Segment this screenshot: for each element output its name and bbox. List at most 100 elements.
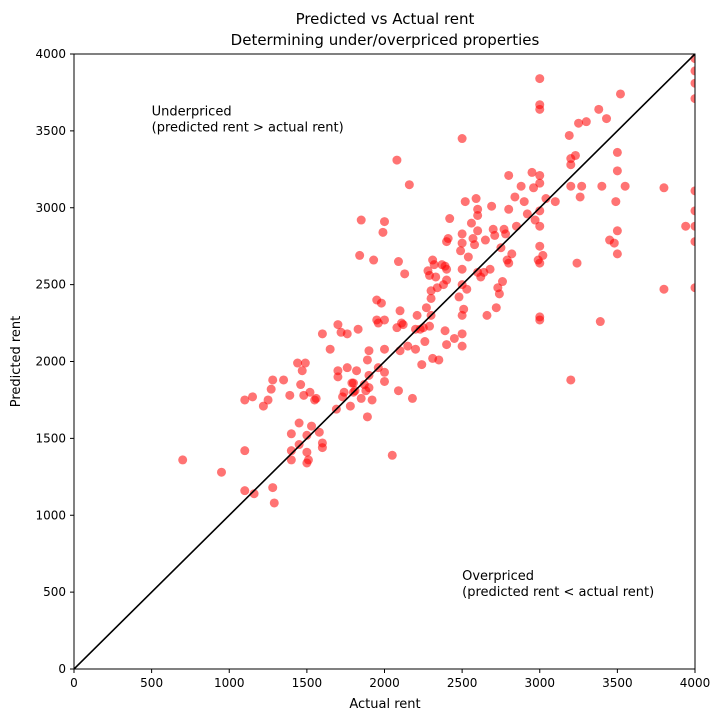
data-point [527, 167, 537, 177]
data-point [482, 310, 492, 320]
data-point [404, 180, 414, 190]
data-point [564, 130, 574, 140]
data-point [612, 249, 622, 259]
data-point [314, 427, 324, 437]
data-point [449, 333, 459, 343]
data-point [466, 218, 476, 228]
data-point [178, 455, 188, 465]
data-point [285, 390, 295, 400]
data-point [572, 258, 582, 268]
x-tick-label: 1500 [292, 676, 323, 690]
data-point [307, 421, 317, 431]
data-point [376, 298, 386, 308]
data-point [407, 393, 417, 403]
data-point [296, 380, 306, 390]
data-point [457, 329, 467, 339]
data-point [380, 367, 389, 377]
data-point [535, 104, 545, 114]
data-point [302, 447, 312, 457]
data-point [609, 238, 619, 248]
data-point [302, 430, 312, 440]
data-point [403, 341, 413, 351]
data-point [362, 355, 372, 365]
data-point [342, 363, 352, 373]
data-point [364, 346, 374, 356]
annotation: Underpriced (predicted rent > actual rent… [152, 105, 344, 136]
data-point [457, 229, 467, 239]
x-tick-label: 3500 [602, 676, 633, 690]
data-point [457, 238, 467, 248]
data-point [507, 249, 517, 259]
data-point [395, 346, 405, 356]
data-point [263, 395, 273, 405]
data-point [294, 440, 304, 450]
data-point [519, 197, 529, 207]
data-point [497, 277, 507, 287]
data-point [333, 372, 343, 382]
data-point [400, 269, 410, 279]
data-point [443, 234, 453, 243]
data-point [535, 74, 545, 84]
data-point [440, 326, 450, 336]
y-tick-label: 4000 [35, 47, 66, 61]
data-point [339, 387, 349, 397]
data-point [378, 227, 388, 237]
data-point [317, 443, 327, 453]
data-point [487, 201, 497, 211]
data-point [454, 292, 464, 302]
data-point [690, 94, 695, 104]
data-point [529, 183, 539, 193]
data-point [380, 344, 389, 354]
data-point [496, 243, 506, 253]
data-point [216, 467, 226, 477]
data-point [491, 303, 501, 313]
data-point [317, 329, 327, 339]
data-point [690, 221, 695, 231]
data-point [690, 66, 695, 76]
data-point [456, 246, 466, 256]
data-point [286, 455, 296, 465]
data-point [504, 170, 514, 180]
y-tick-label: 1500 [35, 431, 66, 445]
data-point [429, 260, 439, 270]
data-point [612, 166, 622, 176]
data-point [395, 306, 405, 316]
data-point [615, 89, 625, 99]
x-tick-label: 0 [70, 676, 78, 690]
data-point [411, 344, 421, 354]
data-point [462, 284, 472, 294]
data-point [240, 395, 250, 405]
data-point [249, 489, 259, 499]
x-tick-label: 4000 [680, 676, 711, 690]
annotation: Overpriced (predicted rent < actual rent) [462, 569, 654, 600]
data-point [611, 197, 621, 207]
data-point [550, 197, 560, 207]
data-point [269, 498, 279, 508]
data-point [356, 215, 366, 225]
data-point [690, 206, 695, 216]
data-point [570, 150, 580, 160]
x-tick-label: 500 [140, 676, 163, 690]
y-tick-label: 1000 [35, 508, 66, 522]
data-point [266, 384, 276, 394]
data-point [538, 250, 548, 260]
data-point [348, 378, 358, 388]
data-point [369, 255, 379, 265]
x-tick-label: 2500 [447, 676, 478, 690]
data-point [690, 237, 695, 247]
data-point [511, 221, 521, 231]
data-point [494, 289, 504, 299]
y-tick-label: 2000 [35, 355, 66, 369]
reference-line [74, 54, 695, 669]
data-point [311, 393, 321, 403]
data-point [612, 147, 622, 157]
data-point [602, 114, 612, 124]
data-point [530, 215, 540, 225]
data-point [240, 486, 250, 496]
data-point [575, 192, 585, 202]
data-point [445, 214, 455, 224]
y-tick-label: 3000 [35, 201, 66, 215]
data-point [356, 393, 366, 403]
x-axis: 0 500 1000 1500 2000 2500 3000 3500 4000 [70, 669, 710, 690]
